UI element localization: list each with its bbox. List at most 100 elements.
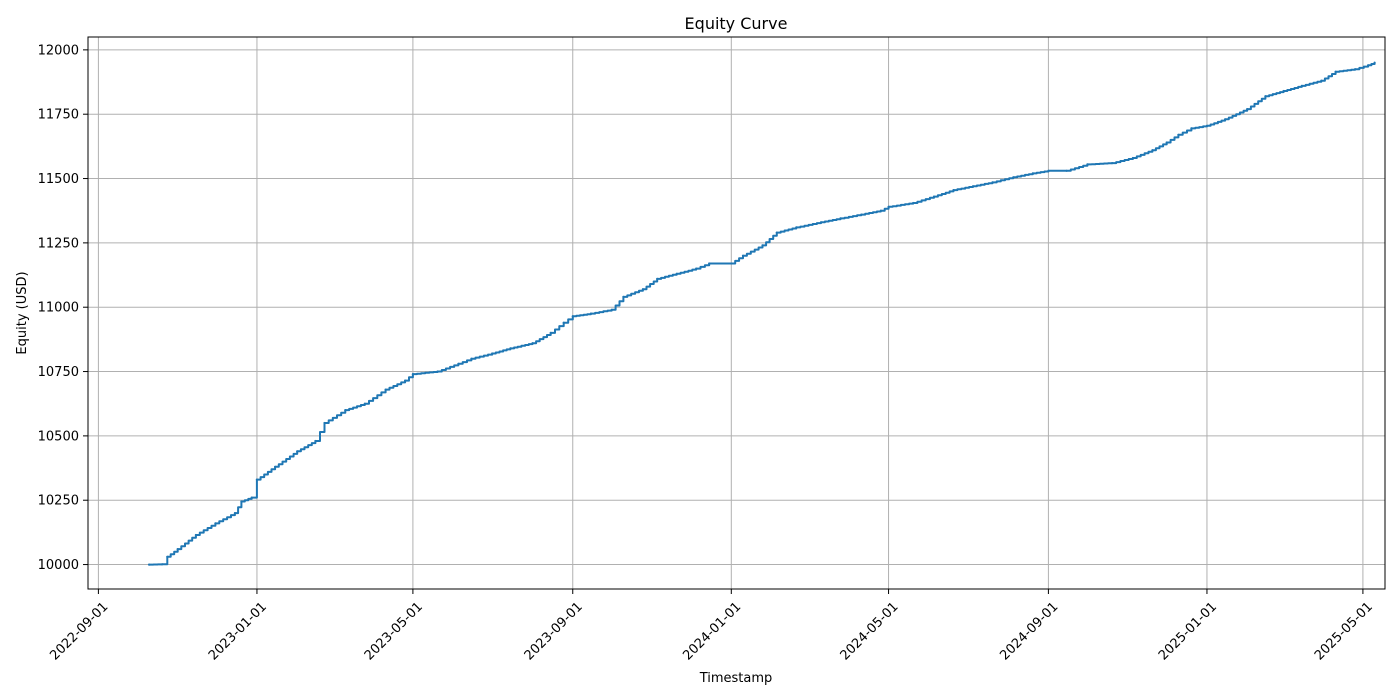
equity-line	[148, 61, 1376, 566]
data-point	[932, 195, 936, 198]
x-tick-label: 2024-09-01	[997, 599, 1061, 663]
data-point	[1320, 79, 1323, 82]
data-point	[1047, 169, 1050, 172]
x-tick-label: 2023-05-01	[362, 599, 426, 663]
data-point	[549, 331, 552, 334]
axis-ticks: 2022-09-01 2023-01-01 2023-05-01 2023-09-01…	[38, 43, 1376, 663]
data-point	[641, 288, 645, 291]
data-point	[1205, 124, 1209, 127]
x-tick-label: 2022-09-01	[47, 599, 111, 663]
data-point	[1264, 95, 1267, 98]
data-point	[1367, 64, 1370, 67]
data-point	[1012, 176, 1015, 179]
data-point	[730, 262, 733, 265]
y-tick-label: 11750	[38, 108, 79, 123]
x-tick-label: 2023-01-01	[206, 599, 270, 663]
data-point	[1282, 89, 1285, 93]
data-point	[912, 201, 915, 205]
data-point	[819, 221, 823, 224]
data-point	[457, 362, 460, 365]
data-point	[656, 277, 659, 280]
y-tick-label: 11000	[38, 301, 79, 316]
data-point	[675, 272, 678, 275]
x-tick-label: 2024-01-01	[680, 599, 744, 663]
data-point	[1177, 133, 1180, 136]
data-point	[255, 478, 258, 481]
data-point	[363, 402, 366, 405]
y-tick-label: 10000	[38, 558, 79, 573]
data-point	[214, 522, 217, 525]
data-point	[761, 244, 764, 247]
data-point	[991, 181, 994, 184]
data-point	[176, 548, 179, 551]
data-point	[491, 352, 494, 355]
data-point	[250, 496, 253, 499]
data-point	[1165, 141, 1168, 144]
data-point	[314, 439, 317, 443]
data-point	[161, 563, 164, 566]
data-point	[952, 189, 955, 192]
data-point	[622, 295, 625, 298]
plot-frame	[87, 36, 1386, 590]
data-point	[411, 373, 414, 376]
x-tick-label: 2025-05-01	[1312, 599, 1376, 663]
data-point	[879, 209, 882, 212]
data-point	[1334, 70, 1337, 73]
data-point	[194, 533, 197, 537]
x-axis-label: Timestamp	[699, 671, 773, 686]
data-point	[1151, 149, 1154, 152]
data-point	[887, 205, 890, 208]
data-point	[509, 347, 512, 350]
data-point	[971, 185, 975, 188]
data-point	[1190, 127, 1193, 130]
data-point	[860, 213, 863, 216]
data-point	[148, 563, 151, 566]
data-point	[1300, 84, 1303, 87]
x-tick-label: 2023-09-01	[522, 599, 586, 663]
data-point	[708, 262, 711, 265]
data-point	[1065, 169, 1068, 172]
y-tick-label: 11250	[38, 236, 79, 251]
data-point	[589, 312, 593, 315]
data-point	[1354, 68, 1357, 71]
x-tick-label: 2024-05-01	[838, 599, 902, 663]
data-point	[795, 226, 798, 229]
data-point	[296, 450, 299, 453]
data-point	[695, 267, 698, 270]
y-axis-label: Equity (USD)	[15, 271, 30, 354]
series-line-group	[148, 61, 1376, 566]
data-point	[1373, 61, 1376, 64]
data-point	[775, 231, 778, 234]
data-point	[571, 315, 574, 318]
data-point	[404, 379, 407, 382]
data-point	[610, 308, 613, 311]
chart-title: Equity Curve	[685, 14, 788, 33]
y-tick-label: 10500	[38, 429, 79, 444]
data-point	[1224, 118, 1227, 121]
data-point	[562, 321, 565, 324]
data-point	[470, 357, 473, 360]
data-point	[1131, 156, 1134, 160]
data-point	[233, 511, 236, 515]
data-point	[240, 500, 243, 503]
data-point	[1111, 162, 1114, 165]
data-point	[531, 342, 534, 345]
data-point	[274, 465, 277, 468]
data-point	[384, 388, 387, 391]
data-point	[741, 254, 745, 257]
x-tick-label: 2025-01-01	[1156, 599, 1220, 663]
y-tick-label: 10750	[38, 365, 79, 380]
data-point	[436, 370, 439, 373]
data-point	[166, 555, 169, 558]
y-tick-label: 12000	[38, 43, 79, 58]
y-tick-label: 11500	[38, 172, 79, 187]
data-point	[344, 409, 347, 412]
data-point	[1246, 108, 1249, 111]
data-point	[1031, 172, 1034, 175]
y-tick-label: 10250	[38, 494, 79, 509]
data-point	[1086, 163, 1089, 166]
grid	[88, 37, 1385, 589]
data-point	[323, 421, 326, 425]
data-point	[839, 217, 842, 220]
